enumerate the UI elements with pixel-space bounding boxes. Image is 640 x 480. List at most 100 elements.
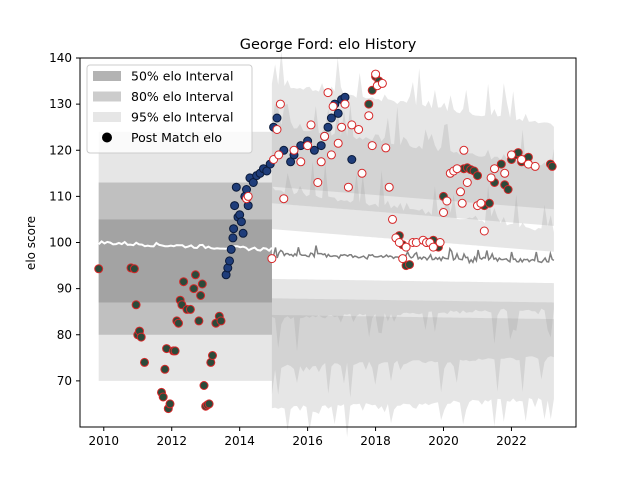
data-point	[507, 150, 516, 160]
data-point	[442, 196, 452, 206]
left-center-line	[97, 240, 273, 253]
data-point	[272, 113, 282, 123]
right-band-95-lower	[271, 314, 554, 437]
right-band-80-lower	[271, 298, 554, 398]
data-point	[486, 173, 496, 183]
data-point	[191, 270, 200, 280]
data-point	[231, 182, 241, 192]
data-point	[140, 357, 149, 367]
data-point	[174, 318, 183, 328]
data-point	[452, 164, 462, 174]
legend-label: 80% elo Interval	[131, 89, 233, 104]
legend-swatch	[93, 112, 121, 122]
data-point	[316, 157, 326, 167]
legend-swatch	[93, 71, 121, 81]
data-point	[236, 217, 246, 227]
data-point	[503, 185, 513, 194]
data-point	[165, 399, 175, 409]
data-point	[131, 300, 141, 310]
data-point	[401, 242, 411, 252]
data-point	[296, 157, 306, 167]
y-axis-title: elo score	[24, 216, 38, 270]
data-point	[394, 238, 404, 247]
right-band-95-upper	[271, 50, 554, 210]
data-point	[476, 198, 486, 208]
data-point	[189, 284, 199, 294]
data-point	[170, 346, 180, 356]
data-point	[347, 120, 357, 130]
data-point	[328, 101, 338, 111]
x-tick-label: 2020	[428, 434, 459, 448]
y-tick-label: 80	[57, 328, 72, 342]
y-tick-label: 70	[57, 374, 72, 388]
y-tick-label: 100	[49, 236, 72, 250]
data-point	[160, 364, 170, 374]
data-point	[323, 122, 333, 132]
data-point	[228, 233, 238, 243]
data-point	[388, 214, 397, 224]
chart-title: George Ford: elo History	[240, 37, 417, 53]
data-point	[136, 332, 146, 342]
data-point	[354, 125, 364, 134]
y-tick-label: 90	[57, 282, 72, 296]
legend-box	[86, 64, 253, 154]
data-point	[456, 187, 465, 197]
data-point	[340, 99, 350, 109]
data-point	[230, 201, 240, 211]
data-point	[357, 168, 367, 178]
data-point	[462, 178, 472, 187]
data-point	[216, 316, 226, 326]
data-point	[272, 125, 282, 134]
data-point	[473, 171, 482, 181]
data-point	[367, 141, 377, 151]
data-point	[371, 69, 381, 79]
data-point	[333, 138, 343, 148]
data-point	[243, 191, 253, 201]
data-point	[158, 392, 168, 402]
post-match-points	[94, 69, 557, 414]
data-point	[333, 108, 343, 118]
x-axis-ticks: 2010 2012 2014 2016 2018 2020 2022	[89, 427, 527, 448]
data-point	[320, 131, 330, 141]
right-band-50-lower	[271, 278, 554, 352]
data-point	[94, 264, 104, 274]
data-point	[384, 182, 394, 192]
y-tick-label: 130	[49, 97, 72, 111]
data-point	[194, 316, 204, 326]
legend: 50% elo Interval 80% elo Interval 95% elo …	[86, 64, 253, 154]
data-point	[275, 99, 285, 109]
data-point	[439, 208, 448, 217]
right-band-80-upper	[271, 103, 554, 226]
x-tick-label: 2012	[156, 434, 187, 448]
data-point	[267, 254, 277, 264]
data-point	[313, 178, 323, 187]
data-point	[364, 99, 374, 109]
data-point	[196, 291, 206, 300]
data-point	[179, 277, 189, 287]
legend-label: 50% elo Interval	[131, 69, 233, 84]
y-tick-label: 140	[49, 51, 72, 65]
data-point	[323, 88, 333, 98]
data-point	[225, 256, 234, 266]
y-axis-ticks: 70 80 90 100 110 120 130 140	[49, 51, 80, 388]
legend-swatch	[93, 91, 121, 102]
x-tick-label: 2010	[89, 434, 120, 448]
data-point	[343, 182, 353, 192]
y-tick-label: 110	[49, 189, 72, 203]
data-point	[547, 161, 557, 171]
data-point	[490, 164, 499, 174]
data-point	[381, 143, 391, 153]
data-point	[309, 145, 319, 155]
data-point	[459, 145, 469, 155]
data-point	[229, 224, 239, 234]
data-point	[129, 264, 139, 274]
data-point	[377, 78, 387, 88]
data-point	[500, 168, 510, 178]
data-point	[326, 113, 336, 123]
legend-label: 95% elo Interval	[131, 110, 233, 125]
data-point	[457, 198, 467, 208]
center-lines	[97, 240, 555, 265]
y-tick-label: 120	[49, 143, 72, 157]
data-point	[185, 304, 195, 314]
